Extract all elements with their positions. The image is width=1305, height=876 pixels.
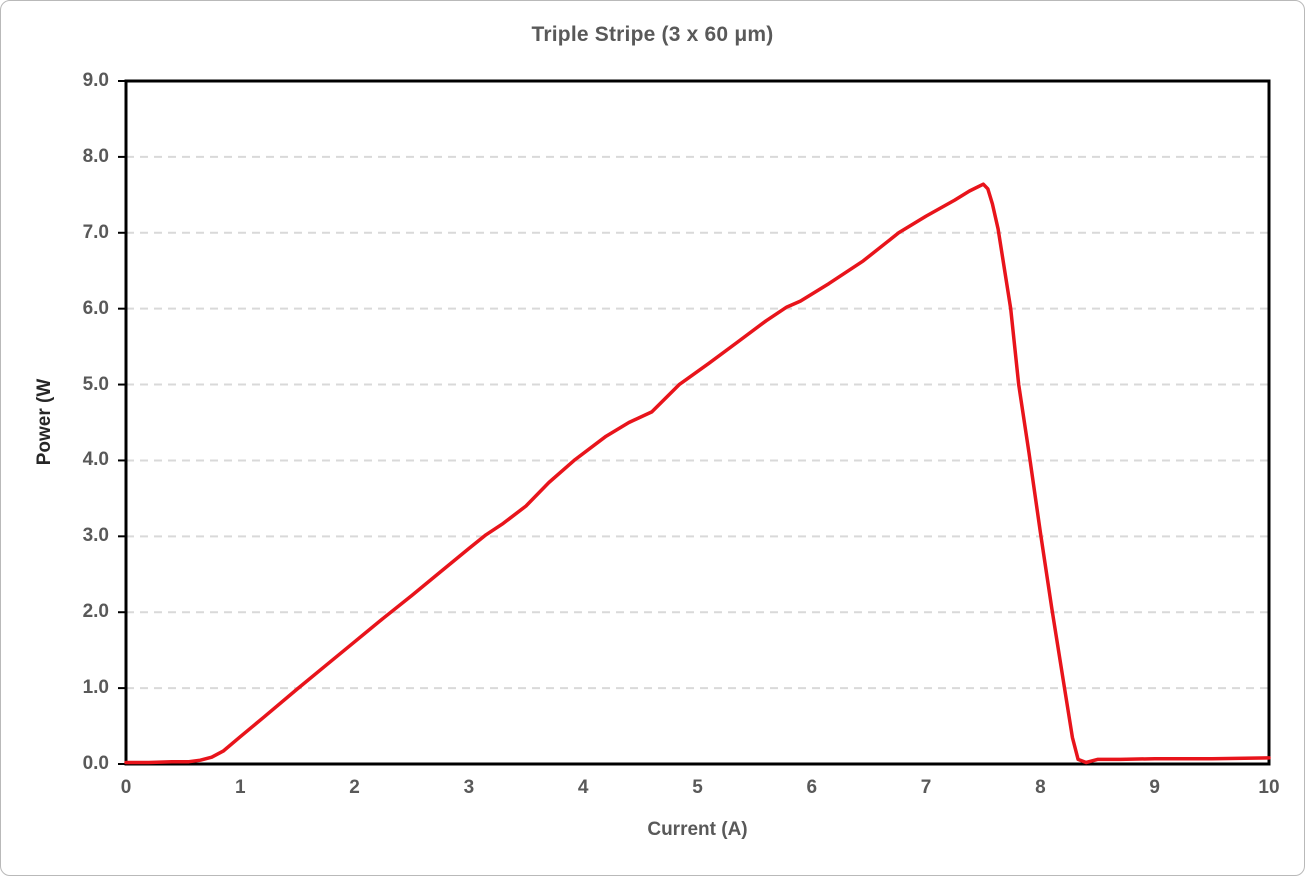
x-axis-title: Current (A) xyxy=(647,819,748,840)
y-tick-label: 7.0 xyxy=(82,221,109,243)
x-tick-label: 5 xyxy=(692,777,703,798)
x-tick-label: 4 xyxy=(577,777,589,798)
x-tick-label: 1 xyxy=(235,777,246,798)
x-tick-label: 7 xyxy=(920,777,932,798)
x-tick-label: 2 xyxy=(349,777,360,798)
y-tick-label: 8.0 xyxy=(82,145,109,167)
x-tick-label: 6 xyxy=(806,777,818,798)
y-tick-label: 2.0 xyxy=(82,601,109,623)
plot-frame xyxy=(124,79,1271,766)
y-axis-title: Power (W xyxy=(34,378,55,466)
y-tick-label: 0.0 xyxy=(82,753,109,774)
x-tick-label: 10 xyxy=(1258,777,1280,798)
power-series-line xyxy=(124,182,1271,765)
y-tick-label: 1.0 xyxy=(82,677,109,699)
x-tick-label: 0 xyxy=(120,777,132,798)
y-tick-label: 9.0 xyxy=(82,70,109,91)
x-tick-label: 8 xyxy=(1035,777,1046,798)
y-tick-label: 3.0 xyxy=(82,525,109,547)
x-tick-label: 3 xyxy=(463,777,475,798)
x-tick-label: 9 xyxy=(1149,777,1160,798)
chart-title: Triple Stripe (3 x 60 μm) xyxy=(531,23,774,46)
y-tick-label: 6.0 xyxy=(82,297,109,319)
y-tick-label: 4.0 xyxy=(82,449,109,471)
y-tick-label: 5.0 xyxy=(82,373,109,395)
